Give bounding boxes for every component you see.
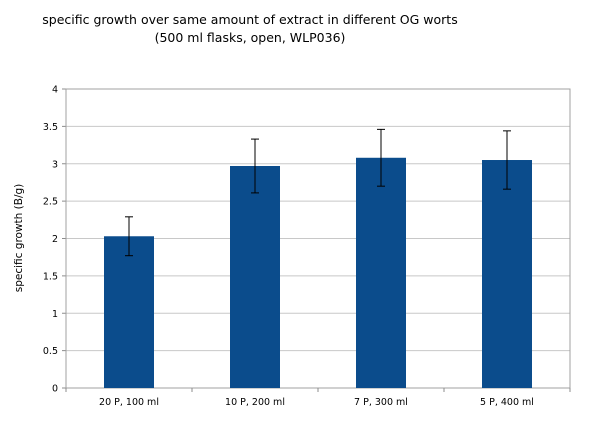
- x-tick-label: 20 P, 100 ml: [99, 397, 159, 408]
- chart-title: specific growth over same amount of extr…: [42, 12, 458, 27]
- bar: [356, 157, 406, 388]
- y-tick-label: 0: [52, 384, 58, 395]
- y-tick-label: 2.5: [43, 197, 58, 208]
- y-tick-label: 1: [52, 309, 58, 320]
- bars: [104, 157, 532, 388]
- error-bars: [125, 128, 511, 257]
- y-tick-label: 3: [52, 159, 58, 170]
- x-tick-label: 10 P, 200 ml: [225, 397, 285, 408]
- x-tick-labels: 20 P, 100 ml 10 P, 200 ml 7 P, 300 ml 5 P, …: [99, 397, 534, 408]
- y-tick-label: 4: [52, 85, 58, 96]
- y-tick-labels: 0 0.5 1 1.5 2 2.5 3 3.5 4: [43, 85, 58, 395]
- bar: [104, 236, 154, 388]
- y-tick-label: 2: [52, 234, 58, 245]
- x-tick-label: 5 P, 400 ml: [480, 397, 534, 408]
- bar: [230, 165, 280, 388]
- y-axis-label: specific growth (B/g): [13, 184, 25, 292]
- y-tick-label: 0.5: [43, 346, 58, 357]
- x-tick-label: 7 P, 300 ml: [354, 397, 408, 408]
- chart-subtitle: (500 ml flasks, open, WLP036): [154, 30, 346, 45]
- y-tick-label: 1.5: [43, 271, 58, 282]
- y-tick-label: 3.5: [43, 122, 58, 133]
- bar: [482, 160, 532, 388]
